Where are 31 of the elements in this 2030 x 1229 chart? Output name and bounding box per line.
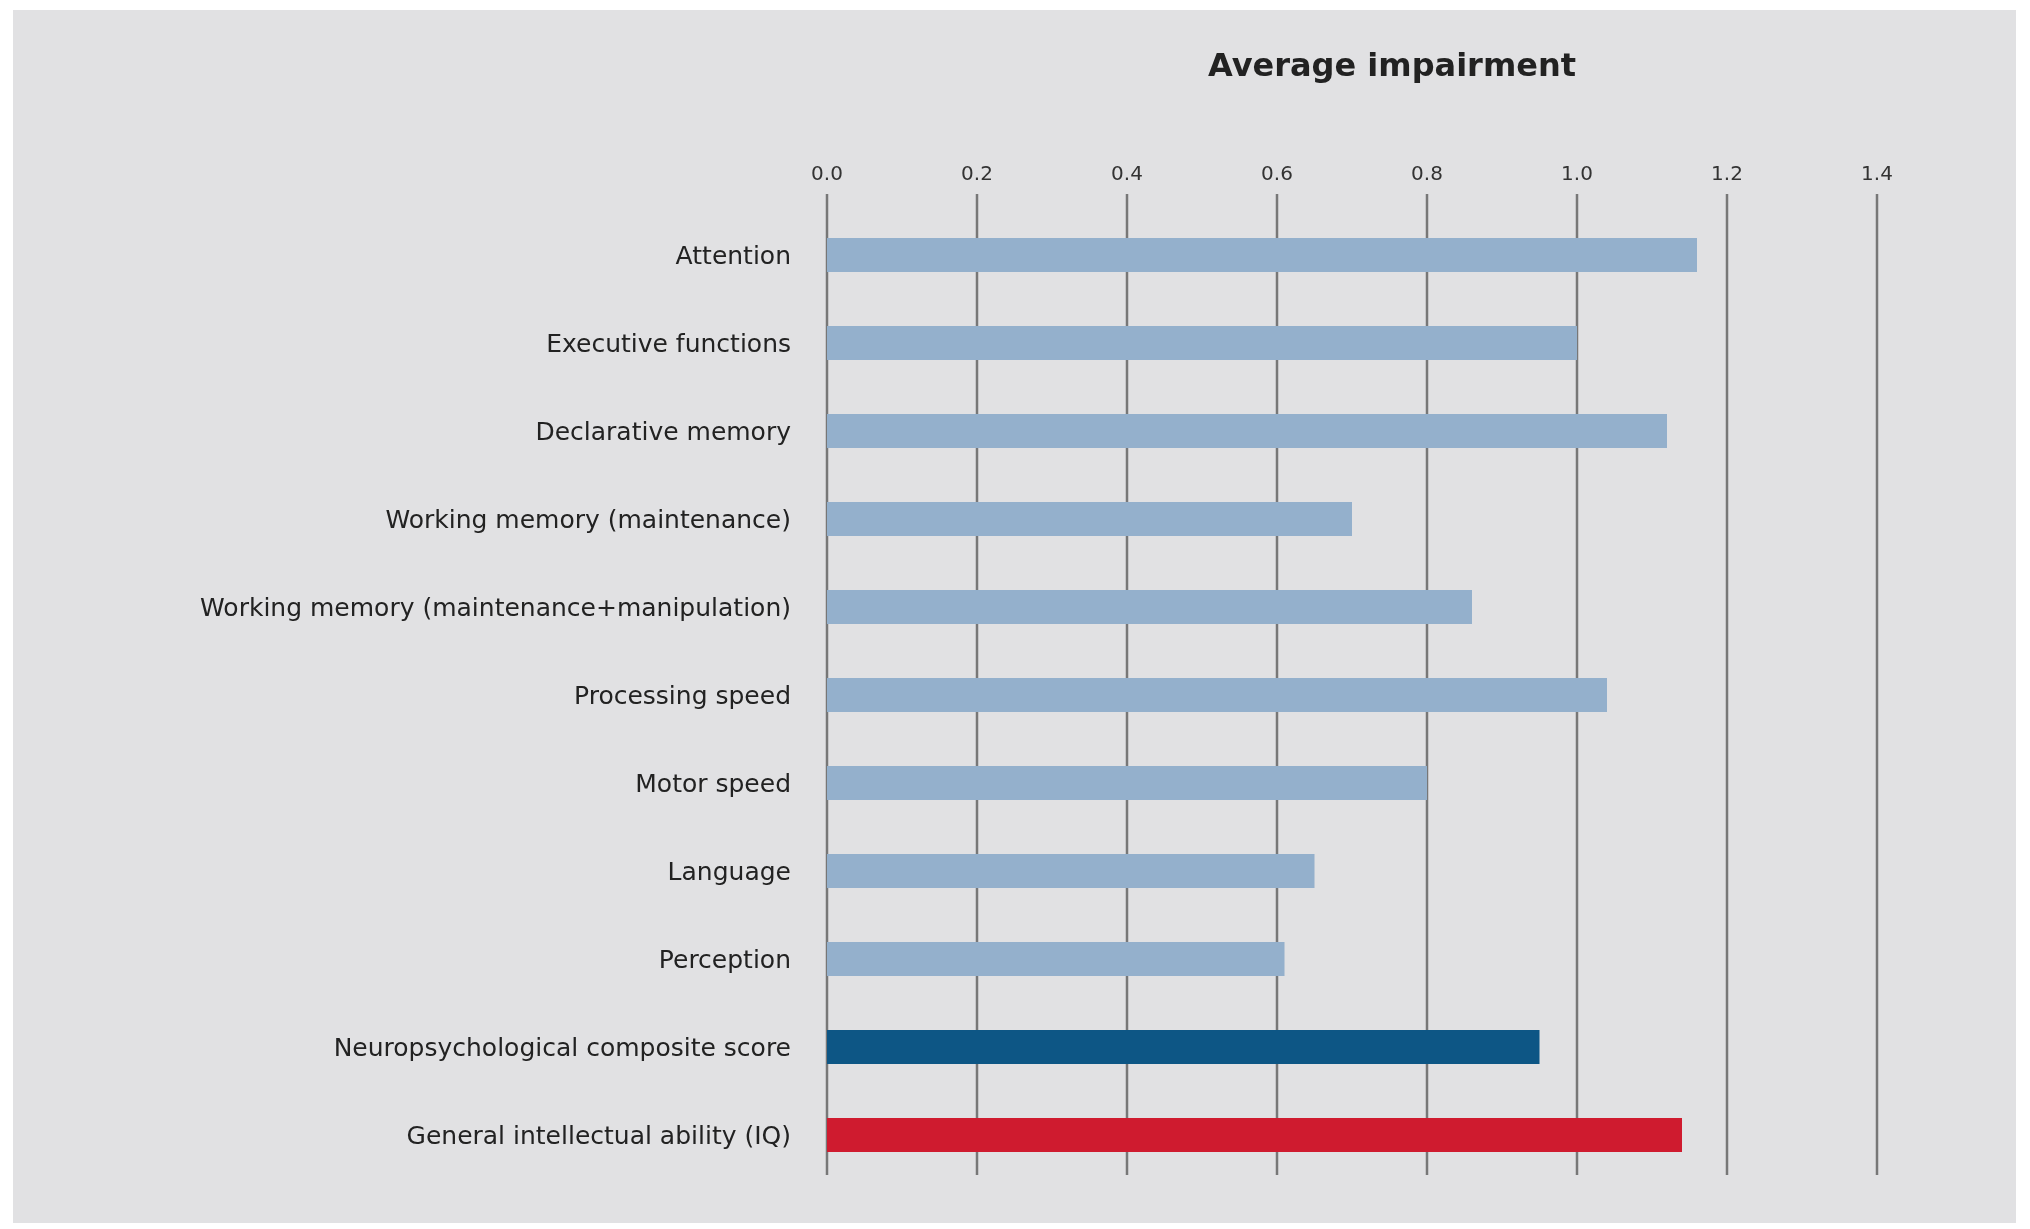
y-tick-label: Working memory (maintenance+manipulation)	[200, 593, 791, 622]
x-tick-label: 0.4	[1111, 161, 1143, 185]
y-tick-label: Executive functions	[546, 329, 791, 358]
bar	[827, 414, 1667, 448]
bar	[827, 678, 1607, 712]
x-tick-label: 0.6	[1261, 161, 1293, 185]
x-tick-label: 0.8	[1411, 161, 1443, 185]
bar	[827, 590, 1472, 624]
x-tick-label: 1.2	[1711, 161, 1743, 185]
y-tick-label: Processing speed	[574, 681, 791, 710]
bar	[827, 942, 1285, 976]
x-tick-label: 0.2	[961, 161, 993, 185]
y-tick-label: Language	[667, 857, 791, 886]
x-tick-label: 1.0	[1561, 161, 1593, 185]
y-tick-label: Attention	[675, 241, 791, 270]
bar	[827, 238, 1697, 272]
y-tick-label: Working memory (maintenance)	[385, 505, 791, 534]
bar	[827, 1030, 1540, 1064]
y-tick-label: Motor speed	[635, 769, 791, 798]
y-tick-label: Perception	[658, 945, 791, 974]
bar	[827, 854, 1315, 888]
bar	[827, 766, 1427, 800]
bar	[827, 326, 1577, 360]
x-tick-label: 0.0	[811, 161, 843, 185]
y-tick-label: Declarative memory	[535, 417, 792, 446]
bar	[827, 1118, 1682, 1152]
x-tick-label: 1.4	[1861, 161, 1893, 185]
bar	[827, 502, 1352, 536]
y-tick-label: Neuropsychological composite score	[333, 1033, 791, 1062]
y-tick-label: General intellectual ability (IQ)	[406, 1121, 791, 1150]
x-axis-title: Average impairment	[1208, 46, 1576, 84]
